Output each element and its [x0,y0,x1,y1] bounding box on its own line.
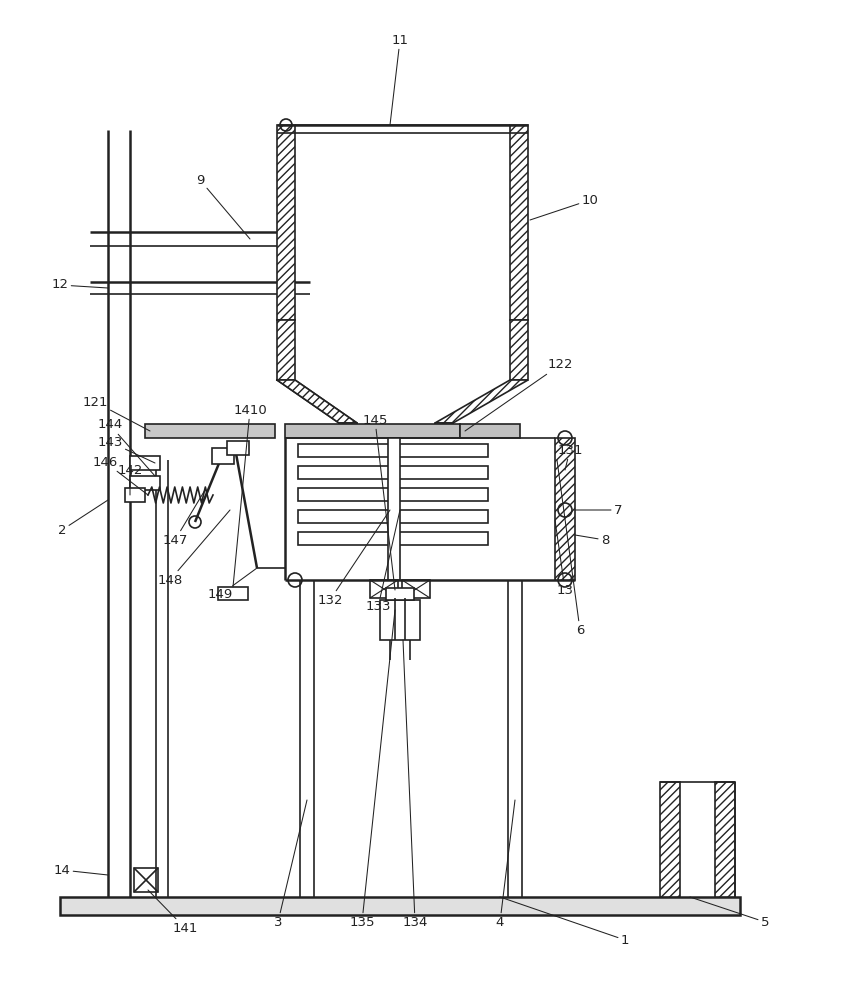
Text: 2: 2 [58,500,108,536]
Text: 134: 134 [402,640,428,928]
Text: 3: 3 [274,800,307,928]
Text: 133: 133 [365,510,400,613]
Text: 9: 9 [196,174,250,239]
Text: 145: 145 [362,414,395,590]
Text: 6: 6 [557,460,584,637]
Bar [388,438,400,580]
Text: 147: 147 [163,490,205,546]
Text: 135: 135 [349,610,395,928]
Bar [660,782,680,897]
Text: 12: 12 [51,278,108,292]
Bar [130,456,160,470]
Text: 13: 13 [555,520,573,596]
Bar [435,423,453,437]
Bar [298,510,488,523]
Bar [60,897,740,915]
Polygon shape [435,380,528,423]
Bar [460,424,520,438]
Bar [298,488,488,501]
Bar [510,320,528,380]
Bar [130,476,160,490]
Text: 121: 121 [83,395,150,431]
Text: 1: 1 [500,897,629,946]
Text: 148: 148 [157,510,230,586]
Text: 143: 143 [98,436,155,463]
Bar [298,466,488,479]
Bar [227,441,249,455]
Text: 149: 149 [207,568,257,601]
Bar [370,580,398,598]
Bar [285,424,460,438]
Text: 142: 142 [117,464,142,495]
Text: 141: 141 [148,890,198,934]
Bar [298,444,488,457]
Bar [386,588,414,600]
Text: 144: 144 [98,418,155,476]
Bar [218,587,248,600]
Text: 5: 5 [690,897,770,928]
Text: 4: 4 [496,800,515,928]
Polygon shape [277,380,357,423]
Text: 146: 146 [93,456,148,495]
Text: 14: 14 [54,863,108,876]
Bar [277,320,295,380]
Text: 131: 131 [557,444,583,470]
Bar [125,488,145,502]
Bar [402,580,430,598]
Bar [555,438,575,580]
Text: 132: 132 [317,510,390,606]
Text: 1410: 1410 [233,403,267,587]
Bar [212,448,234,464]
Bar [298,532,488,545]
Text: 122: 122 [465,359,573,431]
Text: 7: 7 [575,504,622,516]
Bar [715,782,735,897]
Text: 8: 8 [575,534,610,546]
Text: 11: 11 [390,33,408,125]
Bar [380,600,420,640]
Bar [145,424,275,438]
Bar [134,868,158,892]
Bar [277,125,295,320]
Text: 10: 10 [530,194,599,220]
Polygon shape [277,380,357,423]
Bar [339,423,357,437]
Bar [510,125,528,320]
